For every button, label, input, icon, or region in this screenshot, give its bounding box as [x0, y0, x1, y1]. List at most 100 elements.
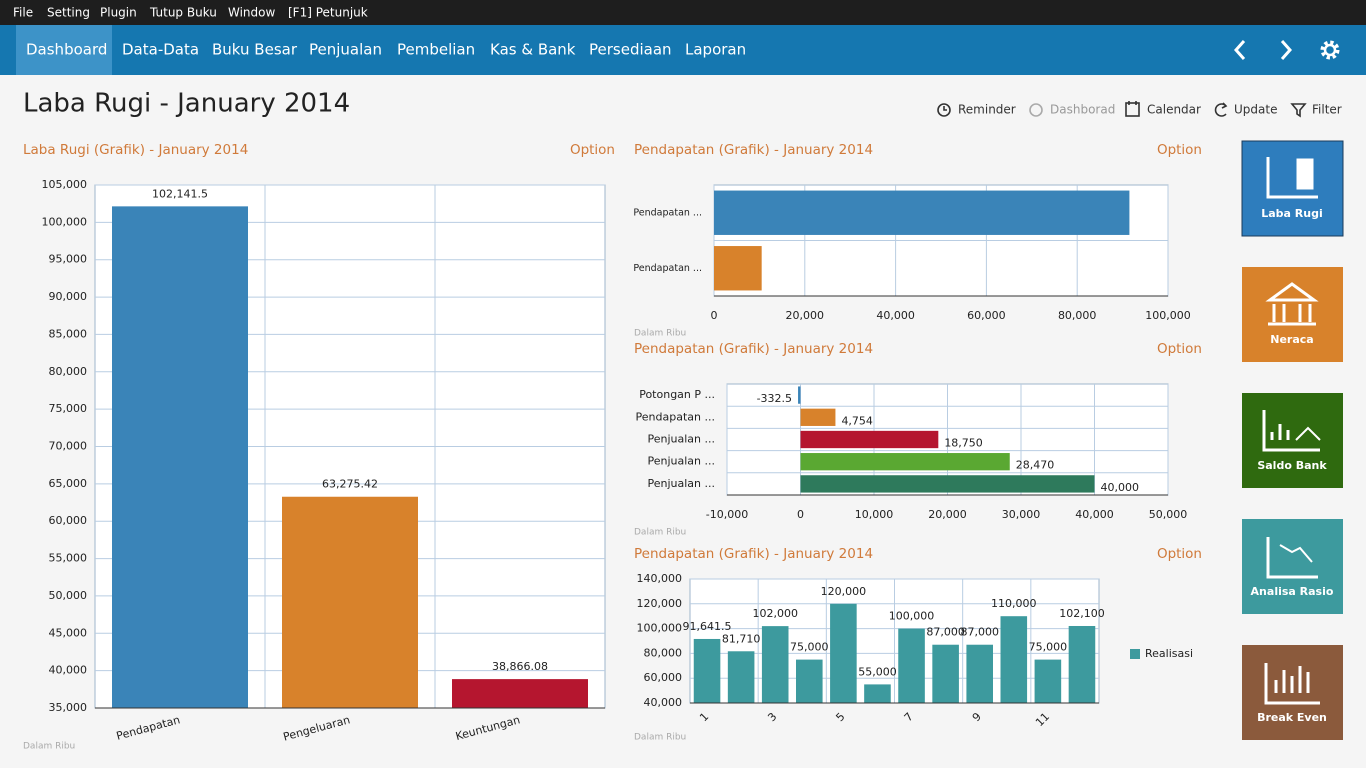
- nav-item[interactable]: Persediaan: [589, 41, 672, 59]
- legend-swatch: [1130, 649, 1140, 659]
- x-tick-label: 80,000: [1058, 309, 1097, 322]
- y-tick-label: 85,000: [49, 327, 88, 340]
- nav-item[interactable]: Buku Besar: [212, 41, 298, 59]
- chart-title: Pendapatan (Grafik) - January 2014: [634, 546, 873, 562]
- y-tick-label: 40,000: [49, 664, 88, 677]
- tile-label[interactable]: Analisa Rasio: [1251, 585, 1334, 598]
- bar: [966, 645, 993, 703]
- y-tick-label: Penjualan ...: [647, 433, 715, 446]
- chart-title: Laba Rugi (Grafik) - January 2014: [23, 142, 248, 158]
- toolbar-button[interactable]: Dashborad: [1050, 103, 1115, 117]
- menu-item[interactable]: Plugin: [100, 6, 137, 20]
- menu-item[interactable]: Tutup Buku: [149, 6, 217, 20]
- y-tick-label: 75,000: [49, 402, 88, 415]
- y-tick-label: 90,000: [49, 290, 88, 303]
- value-label: 40,000: [1101, 481, 1140, 494]
- bar: [282, 497, 418, 708]
- x-tick-label: 10,000: [855, 508, 894, 521]
- value-label: 4,754: [841, 414, 873, 427]
- bar: [932, 645, 959, 703]
- nav-item[interactable]: Data-Data: [122, 41, 199, 59]
- value-label: 102,141.5: [152, 187, 208, 200]
- chart-note: Dalam Ribu: [23, 742, 75, 752]
- x-tick-label: 1: [697, 710, 711, 724]
- value-label: 38,866.08: [492, 660, 548, 673]
- x-tick-label: Pengeluaran: [282, 713, 352, 743]
- bar: [1069, 626, 1096, 703]
- nav-item[interactable]: Dashboard: [26, 41, 107, 59]
- x-tick-label: 5: [833, 710, 847, 724]
- y-tick-label: 45,000: [49, 626, 88, 639]
- bar: [796, 660, 823, 703]
- y-tick-label: 70,000: [49, 440, 88, 453]
- bar: [801, 453, 1010, 470]
- chart-option[interactable]: Option: [570, 142, 615, 158]
- tile-bg[interactable]: [1242, 267, 1343, 362]
- tile-label[interactable]: Break Even: [1257, 711, 1327, 724]
- x-tick-label: 60,000: [967, 309, 1006, 322]
- x-tick-label: Keuntungan: [454, 713, 521, 743]
- y-tick-label: 50,000: [49, 589, 88, 602]
- y-tick-label: 40,000: [644, 696, 683, 709]
- x-tick-label: 40,000: [1075, 508, 1114, 521]
- legend-label: Realisasi: [1145, 647, 1193, 660]
- menu-item[interactable]: [F1] Petunjuk: [288, 6, 368, 20]
- tile-bg[interactable]: [1242, 393, 1343, 488]
- y-tick-label: 105,000: [42, 178, 88, 191]
- toolbar-button[interactable]: Update: [1234, 103, 1277, 117]
- menu-item[interactable]: File: [13, 6, 33, 20]
- x-tick-label: 7: [902, 710, 916, 724]
- menu-item[interactable]: Setting: [47, 6, 90, 20]
- chart-title: Pendapatan (Grafik) - January 2014: [634, 142, 873, 158]
- value-label: 55,000: [858, 665, 897, 678]
- y-tick-label: 60,000: [644, 671, 683, 684]
- nav-item[interactable]: Kas & Bank: [490, 41, 576, 59]
- x-tick-label: 40,000: [876, 309, 915, 322]
- x-tick-label: -10,000: [706, 508, 748, 521]
- tile-label[interactable]: Saldo Bank: [1257, 459, 1327, 472]
- value-label: 110,000: [991, 597, 1037, 610]
- toolbar-button[interactable]: Filter: [1312, 103, 1342, 117]
- chart-option[interactable]: Option: [1157, 341, 1202, 357]
- bar: [112, 206, 248, 708]
- x-tick-label: 50,000: [1149, 508, 1188, 521]
- chart-note: Dalam Ribu: [634, 733, 686, 743]
- x-tick-label: 20,000: [786, 309, 825, 322]
- bar: [798, 386, 800, 403]
- bar: [714, 191, 1129, 235]
- y-tick-label: Penjualan ...: [647, 477, 715, 490]
- nav-item[interactable]: Pembelian: [397, 41, 475, 59]
- menu-item[interactable]: Window: [228, 6, 276, 20]
- tile-bg[interactable]: [1242, 141, 1343, 236]
- tile-label[interactable]: Neraca: [1270, 333, 1313, 346]
- chart-option[interactable]: Option: [1157, 142, 1202, 158]
- y-tick-label: 95,000: [49, 253, 88, 266]
- value-label: 75,000: [790, 641, 829, 654]
- value-label: 120,000: [821, 585, 867, 598]
- x-tick-label: 9: [970, 710, 984, 724]
- chart-note: Dalam Ribu: [634, 528, 686, 538]
- nav-item[interactable]: Penjualan: [309, 41, 382, 59]
- bar: [1000, 616, 1027, 703]
- bar: [801, 409, 836, 426]
- y-tick-label: Pendapatan ...: [636, 410, 715, 423]
- value-label: 102,000: [752, 607, 798, 620]
- y-tick-label: 100,000: [42, 215, 88, 228]
- bar: [830, 604, 857, 703]
- tile-bg[interactable]: [1242, 519, 1343, 614]
- x-tick-label: 100,000: [1145, 309, 1191, 322]
- chart-option[interactable]: Option: [1157, 546, 1202, 562]
- nav-item[interactable]: Laporan: [685, 41, 746, 59]
- x-tick-label: 0: [797, 508, 804, 521]
- value-label: 87,000: [960, 626, 999, 639]
- x-tick-label: 30,000: [1002, 508, 1041, 521]
- y-tick-label: Potongan P ...: [639, 388, 715, 401]
- y-tick-label: 55,000: [49, 552, 88, 565]
- y-tick-label: Pendapatan ...: [633, 207, 702, 218]
- value-label: 63,275.42: [322, 478, 378, 491]
- toolbar-button[interactable]: Reminder: [958, 103, 1016, 117]
- bar: [714, 246, 762, 290]
- tile-label[interactable]: Laba Rugi: [1261, 207, 1323, 220]
- nav-bar: [0, 25, 1366, 75]
- toolbar-button[interactable]: Calendar: [1147, 103, 1201, 117]
